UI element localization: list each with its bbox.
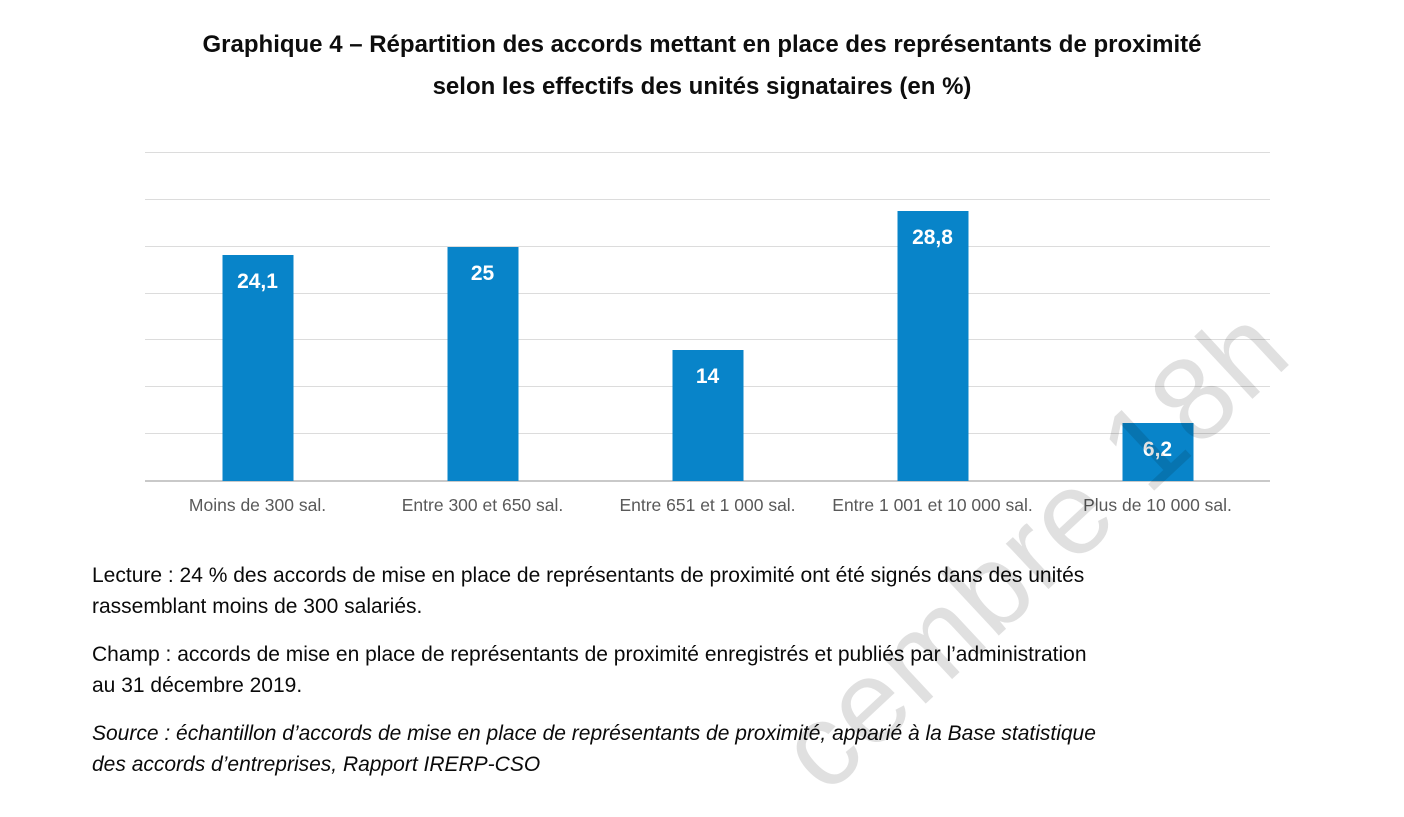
gridline xyxy=(145,152,1270,153)
chart-title: Graphique 4 – Répartition des accords me… xyxy=(0,24,1404,108)
bar-value-label: 25 xyxy=(470,261,495,285)
bar: 25 xyxy=(447,246,518,481)
x-axis-label: Moins de 300 sal. xyxy=(188,495,327,515)
gridline xyxy=(145,292,1270,294)
x-axis-label: Entre 1 001 et 10 000 sal. xyxy=(832,495,1033,515)
gridline xyxy=(145,245,1270,247)
notes-block: Lecture : 24 % des accords de mise en pl… xyxy=(92,560,1322,797)
bar: 14 xyxy=(672,349,743,481)
bar-value-label: 24,1 xyxy=(237,270,278,294)
chart-title-line1: Graphique 4 – Répartition des accords me… xyxy=(202,31,1202,58)
bar-value-label: 28,8 xyxy=(912,226,953,250)
bar-slot: 28,8 xyxy=(820,153,1045,481)
bar: 6,2 xyxy=(1122,422,1193,481)
bar: 28,8 xyxy=(897,211,968,481)
note-source-line1: Source : échantillon d’accords de mise e… xyxy=(92,722,1096,745)
x-axis-line xyxy=(145,480,1270,482)
document-page: Graphique 4 – Répartition des accords me… xyxy=(0,24,1404,817)
note-champ: Champ : accords de mise en place de repr… xyxy=(92,639,1322,701)
x-axis-label: Entre 651 et 1 000 sal. xyxy=(619,495,796,515)
gridline xyxy=(145,339,1270,341)
bar-value-label: 14 xyxy=(695,364,720,388)
x-axis-labels: Moins de 300 sal. Entre 300 et 650 sal. En… xyxy=(145,495,1270,516)
bar-slot: 25 xyxy=(370,153,595,481)
note-champ-line2: au 31 décembre 2019. xyxy=(92,674,303,697)
bar: 24,1 xyxy=(222,255,293,481)
note-champ-line1: Champ : accords de mise en place de repr… xyxy=(92,643,1087,666)
note-lecture-line2: rassemblant moins de 300 salariés. xyxy=(92,595,423,618)
gridline xyxy=(145,198,1270,200)
x-axis-label: Plus de 10 000 sal. xyxy=(1083,495,1232,515)
bar-slot: 6,2 xyxy=(1045,153,1270,481)
bar-slot: 14 xyxy=(595,153,820,481)
chart-title-line2: selon les effectifs des unités signatair… xyxy=(432,73,972,100)
note-source-line2: des accords d’entreprises, Rapport IRERP… xyxy=(92,753,541,776)
note-lecture: Lecture : 24 % des accords de mise en pl… xyxy=(92,560,1322,622)
note-lecture-line1: Lecture : 24 % des accords de mise en pl… xyxy=(92,564,1085,587)
bar-slot: 24,1 xyxy=(145,153,370,481)
x-axis-label: Entre 300 et 650 sal. xyxy=(401,495,564,515)
note-source: Source : échantillon d’accords de mise e… xyxy=(92,718,1322,780)
bar-value-label: 6,2 xyxy=(1142,437,1173,461)
bars-row: 24,1 25 14 28,8 6,2 xyxy=(145,153,1270,481)
plot-area: 24,1 25 14 28,8 6,2 xyxy=(145,152,1270,482)
